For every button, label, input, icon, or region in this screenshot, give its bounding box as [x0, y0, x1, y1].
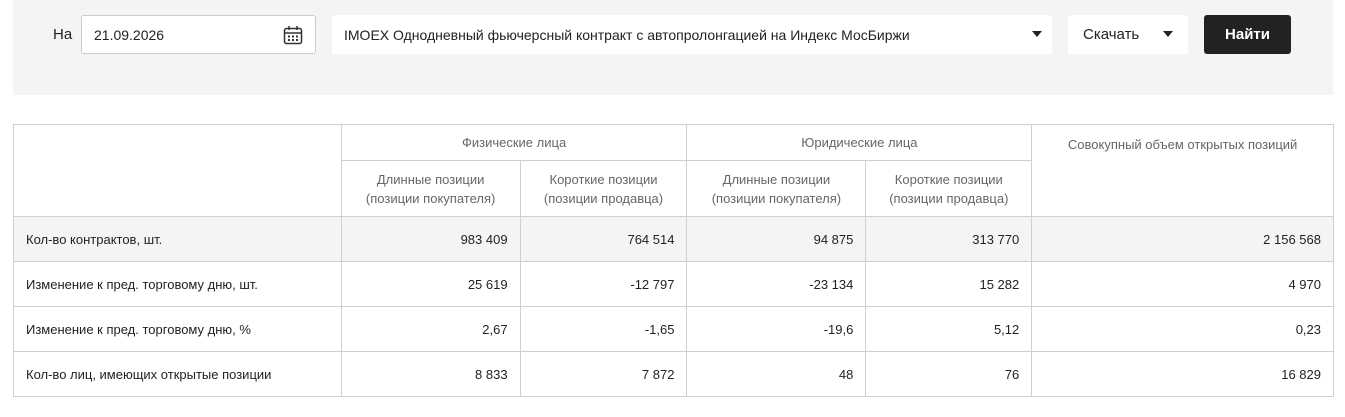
cell: 15 282 [865, 261, 1033, 307]
cell: -1,65 [519, 306, 688, 352]
sub-header: Короткие позиции (позиции продавца) [865, 160, 1033, 217]
cell: -12 797 [519, 261, 688, 307]
dropdown-arrow [1032, 31, 1042, 37]
date-input[interactable]: 21.09.2026 [81, 15, 316, 54]
submit-button[interactable]: Найти [1204, 15, 1291, 54]
sub-header-line: (позиции покупателя) [365, 190, 496, 206]
group-header: Физические лица [340, 124, 688, 161]
row-label: Кол-во контрактов, шт. [13, 216, 342, 262]
corner-cell [13, 124, 342, 217]
sub-header-line: Короткие позиции [894, 171, 1003, 187]
cell: 764 514 [519, 216, 688, 262]
row-label: Изменение к пред. торговому дню, % [13, 306, 342, 352]
instrument-select[interactable]: IMOEX Однодневный фьючерсный контракт с … [332, 15, 1052, 54]
sub-header: Длинные позиции (позиции покупателя) [686, 160, 867, 217]
dropdown-arrow [1163, 31, 1173, 37]
table-row: Изменение к пред. торговому дню, шт. 25 6… [13, 261, 1334, 307]
sub-header-line: (позиции продавца) [543, 190, 664, 206]
sub-header: Короткие позиции (позиции продавца) [519, 160, 688, 217]
date-value: 21.09.2026 [94, 26, 165, 43]
sub-header-line: Длинные позиции [376, 171, 485, 187]
filter-panel: На 21.09.2026 IMOEX Однодневный фьючерсн… [13, 0, 1333, 95]
download-button[interactable]: Скачать [1068, 15, 1188, 54]
cell: 5,12 [865, 306, 1033, 352]
cell: 8 833 [340, 351, 521, 397]
sub-header-line: (позиции покупателя) [711, 190, 842, 206]
sub-header: Длинные позиции (позиции покупателя) [340, 160, 521, 217]
row-label: Изменение к пред. торговому дню, шт. [13, 261, 342, 307]
cell: 983 409 [340, 216, 521, 262]
cell: 7 872 [519, 351, 688, 397]
calendar-icon[interactable] [283, 25, 303, 45]
group-header: Совокупный объем открытых позиций [1031, 124, 1334, 217]
table-row: Кол-во контрактов, шт. 983 409 764 514 94 8… [13, 216, 1334, 262]
cell: 94 875 [686, 216, 867, 262]
table-row: Кол-во лиц, имеющих открытые позиции 8 83… [13, 351, 1334, 397]
sub-header-line: (позиции продавца) [889, 190, 1009, 206]
group-header: Юридические лица [686, 124, 1033, 161]
sub-header-line: Короткие позиции [549, 171, 658, 187]
cell: -23 134 [686, 261, 867, 307]
row-label: Кол-во лиц, имеющих открытые позиции [13, 351, 342, 397]
cell: 2 156 568 [1031, 216, 1334, 262]
submit-label: Найти [1225, 26, 1270, 43]
cell: 16 829 [1031, 351, 1334, 397]
cell: 48 [686, 351, 867, 397]
table-row: Изменение к пред. торговому дню, % 2,67 -1… [13, 306, 1334, 352]
cell: 313 770 [865, 216, 1033, 262]
date-label: На [53, 26, 73, 43]
cell: 2,67 [340, 306, 521, 352]
sub-header-line: Длинные позиции [722, 171, 831, 187]
cell: 4 970 [1031, 261, 1334, 307]
cell: -19,6 [686, 306, 867, 352]
download-label: Скачать [1083, 26, 1140, 43]
cell: 25 619 [340, 261, 521, 307]
cell: 76 [865, 351, 1033, 397]
cell: 0,23 [1031, 306, 1334, 352]
positions-table: Физические лица Юридические лица Совокуп… [13, 124, 1334, 397]
instrument-value: IMOEX Однодневный фьючерсный контракт с … [344, 26, 910, 43]
